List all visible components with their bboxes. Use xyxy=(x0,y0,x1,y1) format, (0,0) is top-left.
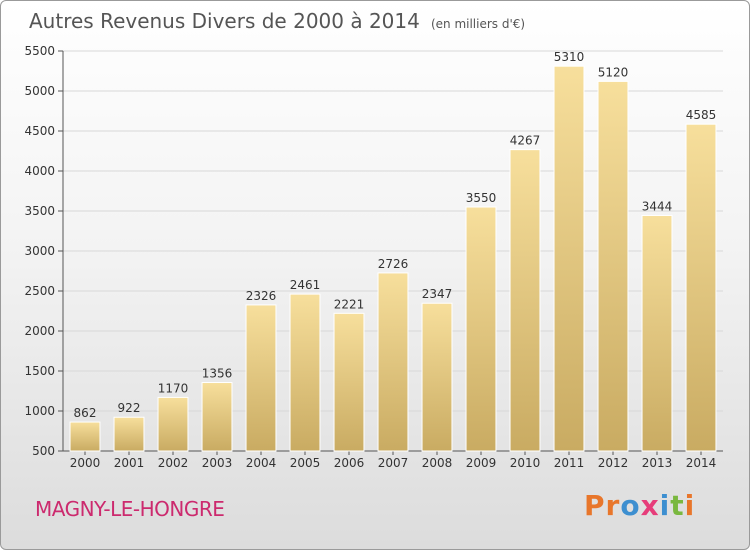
value-label: 3444 xyxy=(642,199,673,213)
x-tick-label: 2007 xyxy=(378,456,409,470)
bar-2014 xyxy=(685,123,717,452)
value-label: 2326 xyxy=(246,289,277,303)
value-label: 2347 xyxy=(422,287,453,301)
bar-2000 xyxy=(69,421,101,452)
value-label: 3550 xyxy=(466,191,497,205)
y-tick-label: 2000 xyxy=(24,324,55,338)
logo-letter: t xyxy=(670,489,685,522)
bar-2013 xyxy=(641,214,673,452)
x-tick-label: 2004 xyxy=(246,456,277,470)
x-tick-label: 2005 xyxy=(290,456,321,470)
logo-letter: o xyxy=(620,489,641,522)
value-label: 1170 xyxy=(158,381,189,395)
value-label: 922 xyxy=(118,401,141,415)
bar-2008 xyxy=(421,302,453,452)
bar-2001 xyxy=(113,416,145,452)
chart-title-block: Autres Revenus Divers de 2000 à 2014 (en… xyxy=(29,9,525,33)
value-label: 1356 xyxy=(202,367,233,381)
y-tick-label: 1000 xyxy=(24,404,55,418)
bar-2012 xyxy=(597,80,629,452)
bar-2002 xyxy=(157,396,189,452)
y-tick-label: 4500 xyxy=(24,124,55,138)
bar-2006 xyxy=(333,312,365,452)
logo-letter: i xyxy=(684,489,696,522)
x-tick-label: 2014 xyxy=(686,456,717,470)
logo-letter: P xyxy=(584,489,606,522)
bar-2004 xyxy=(245,304,277,452)
bar-2003 xyxy=(201,382,233,452)
value-label: 5120 xyxy=(598,65,629,79)
x-tick-label: 2011 xyxy=(554,456,585,470)
chart-subtitle: (en milliers d'€) xyxy=(430,17,526,31)
bars xyxy=(69,65,717,452)
value-label: 862 xyxy=(74,406,97,420)
y-tick-label: 5000 xyxy=(24,84,55,98)
value-label: 4585 xyxy=(686,108,717,122)
value-label: 2221 xyxy=(334,297,365,311)
bar-2011 xyxy=(553,65,585,452)
logo-letter: i xyxy=(659,489,671,522)
bar-2005 xyxy=(289,293,321,452)
bar-2009 xyxy=(465,206,497,452)
y-tick-label: 500 xyxy=(32,444,55,458)
x-tick-label: 2012 xyxy=(598,456,629,470)
y-tick-label: 2500 xyxy=(24,284,55,298)
city-name: MAGNY-LE-HONGRE xyxy=(35,497,225,521)
x-tick-label: 2010 xyxy=(510,456,541,470)
logo-letter: x xyxy=(640,489,660,522)
value-label: 2461 xyxy=(290,278,321,292)
y-tick-label: 3000 xyxy=(24,244,55,258)
value-label: 5310 xyxy=(554,50,585,64)
labels: 500 1000 1500 2000 2500 3000 3500 4000 4500 5000 5… xyxy=(24,44,716,470)
x-tick-label: 2009 xyxy=(466,456,497,470)
y-tick-label: 1500 xyxy=(24,364,55,378)
x-tick-label: 2001 xyxy=(114,456,145,470)
x-tick-label: 2013 xyxy=(642,456,673,470)
value-label: 2726 xyxy=(378,257,409,271)
y-tick-label: 4000 xyxy=(24,164,55,178)
chart-title: Autres Revenus Divers de 2000 à 2014 xyxy=(29,9,420,33)
bar-2010 xyxy=(509,149,541,452)
x-tick-label: 2003 xyxy=(202,456,233,470)
bar-2007 xyxy=(377,272,409,452)
y-tick-label: 5500 xyxy=(24,44,55,58)
value-label: 4267 xyxy=(510,134,541,148)
x-tick-label: 2002 xyxy=(158,456,189,470)
x-tick-label: 2008 xyxy=(422,456,453,470)
x-tick-label: 2000 xyxy=(70,456,101,470)
proxiti-logo[interactable]: Proxiti xyxy=(584,489,695,522)
x-tick-label: 2006 xyxy=(334,456,365,470)
logo-letter: r xyxy=(605,489,621,522)
y-tick-label: 3500 xyxy=(24,204,55,218)
